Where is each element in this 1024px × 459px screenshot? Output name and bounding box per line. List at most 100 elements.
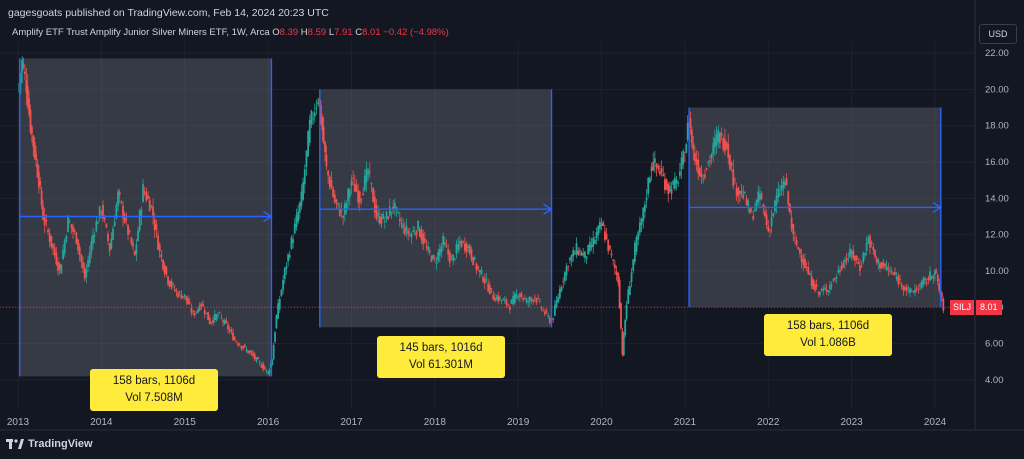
- candle-body: [307, 131, 310, 157]
- candle-body: [53, 247, 56, 256]
- candle-body: [362, 193, 365, 196]
- candle-body: [282, 279, 284, 290]
- candle-body: [573, 252, 576, 255]
- candle-body: [347, 188, 350, 202]
- candle-body: [26, 86, 29, 108]
- candle-body: [672, 180, 675, 185]
- candle-body: [338, 209, 341, 216]
- candle-body: [145, 192, 148, 201]
- candle-body: [647, 177, 650, 194]
- candle-body: [402, 224, 405, 228]
- candle-body: [935, 272, 938, 274]
- candle-body: [235, 341, 238, 343]
- candle-body: [709, 160, 711, 162]
- candle-body: [759, 194, 761, 200]
- candle-body: [110, 238, 113, 249]
- candle-body: [770, 217, 773, 227]
- candle-body: [505, 299, 508, 305]
- candle-body: [582, 253, 585, 256]
- candle-body: [630, 272, 633, 282]
- candle-body: [88, 252, 91, 264]
- candle-body: [197, 309, 199, 313]
- candle-body: [373, 196, 376, 213]
- candle-body: [485, 278, 488, 280]
- candle-body: [655, 164, 658, 168]
- candle-body: [570, 255, 573, 262]
- candle-body: [635, 237, 638, 252]
- candle-body: [467, 246, 470, 249]
- candle-body: [413, 233, 416, 235]
- price-tag-symbol: SILJ: [950, 300, 975, 315]
- candle-body: [425, 246, 428, 248]
- candle-body: [754, 209, 756, 212]
- currency-button[interactable]: USD: [979, 24, 1017, 44]
- candle-body: [392, 206, 395, 209]
- candle-body: [122, 205, 124, 219]
- range-callout-2: 145 bars, 1016d Vol 61.301M: [377, 336, 505, 378]
- candle-body: [890, 271, 893, 273]
- candle-body: [850, 251, 853, 255]
- tradingview-brand[interactable]: TradingView: [6, 438, 93, 450]
- candle-body: [227, 324, 229, 330]
- candle-body: [667, 184, 670, 195]
- candle-body: [520, 293, 523, 298]
- candle-body: [547, 315, 550, 317]
- candle-body: [685, 144, 688, 154]
- candle-body: [772, 213, 775, 217]
- candle-body: [452, 254, 455, 261]
- candle-body: [21, 59, 24, 73]
- candle-body: [750, 210, 753, 212]
- candle-body: [645, 197, 648, 201]
- candle-body: [624, 320, 627, 335]
- candle-body: [188, 302, 191, 304]
- candle-body: [92, 234, 94, 244]
- candle-body: [303, 169, 306, 185]
- candle-body: [153, 219, 156, 231]
- candle-body: [447, 249, 450, 255]
- candle-body: [490, 287, 493, 289]
- candle-body: [230, 329, 233, 332]
- candle-body: [478, 270, 481, 273]
- candle-body: [25, 80, 28, 93]
- candle-body: [537, 298, 540, 300]
- candle-body: [350, 180, 353, 186]
- candle-body: [72, 226, 74, 232]
- x-tick-label: 2015: [174, 417, 197, 428]
- range-callout-3: 158 bars, 1106d Vol 1.086B: [764, 314, 892, 356]
- candle-body: [263, 367, 266, 370]
- candle-body: [784, 181, 786, 186]
- candle-body: [448, 252, 451, 263]
- candle-body: [533, 297, 536, 299]
- candle-body: [919, 284, 921, 286]
- candle-body: [378, 215, 381, 224]
- candle-body: [267, 371, 269, 374]
- candle-body: [522, 298, 525, 300]
- candle-body: [255, 357, 258, 361]
- candle-body: [168, 281, 171, 287]
- candle-body: [789, 204, 791, 213]
- candle-body: [749, 208, 751, 214]
- candle-body: [375, 205, 378, 219]
- callout-3-bars: 158 bars, 1106d: [786, 320, 870, 332]
- range-box-1: [19, 58, 272, 377]
- tradingview-logo-icon: [6, 439, 24, 449]
- candle-body: [172, 283, 174, 285]
- candle-body: [812, 279, 815, 290]
- candle-body: [507, 304, 510, 306]
- candle-body: [365, 168, 368, 183]
- candle-body: [243, 344, 246, 347]
- range-arrow-head-3: [932, 201, 943, 214]
- x-tick-label: 2024: [924, 417, 947, 428]
- candle-body: [744, 192, 746, 193]
- candle-body: [123, 214, 126, 223]
- candle-body: [342, 215, 345, 218]
- candle-body: [600, 223, 603, 226]
- candle-body: [321, 117, 324, 130]
- candle-body: [295, 215, 298, 228]
- candle-body: [39, 181, 42, 186]
- candle-body: [63, 240, 66, 254]
- candle-body: [417, 221, 420, 231]
- candle-body: [330, 180, 333, 189]
- candle-body: [814, 284, 816, 291]
